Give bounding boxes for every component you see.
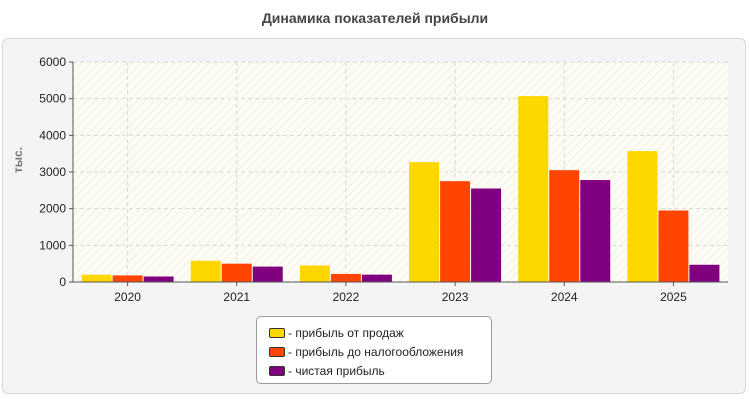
bar-2021-series-2: [252, 266, 283, 282]
bar-2024-series-0: [518, 96, 549, 282]
bar-2023-series-1: [440, 181, 471, 282]
bar-2020-series-2: [143, 276, 174, 282]
x-tick-label: 2022: [333, 290, 360, 304]
bar-2022-series-0: [299, 265, 330, 282]
chart-title: Динамика показателей прибыли: [261, 10, 489, 26]
legend-swatch: [269, 327, 285, 338]
y-tick-label: 4000: [39, 128, 66, 142]
bar-2022-series-1: [330, 273, 361, 282]
bar-2021-series-1: [221, 263, 252, 282]
x-tick-label: 2020: [114, 290, 141, 304]
bar-2025-series-0: [627, 151, 658, 282]
bar-2025-series-2: [689, 264, 720, 282]
y-tick-label: 1000: [39, 238, 66, 252]
plot-area: [73, 62, 728, 282]
x-tick-label: 2024: [551, 290, 578, 304]
bar-2024-series-2: [580, 180, 611, 282]
y-tick-label: 3000: [39, 165, 66, 179]
x-tick-label: 2023: [442, 290, 469, 304]
bar-2021-series-0: [190, 260, 221, 282]
x-tick-label: 2021: [223, 290, 250, 304]
y-tick-label: 6000: [39, 55, 66, 69]
legend-swatch: [269, 346, 285, 357]
bar-2023-series-0: [409, 162, 440, 282]
bar-2024-series-1: [549, 170, 580, 282]
legend-label: - чистая прибыль: [288, 363, 385, 378]
legend-item-net-profit: - чистая прибыль: [269, 361, 491, 380]
x-tick-label: 2025: [660, 290, 687, 304]
y-tick-label: 0: [59, 275, 66, 289]
bar-2020-series-0: [81, 274, 112, 282]
legend-swatch: [269, 365, 285, 376]
y-tick-label: 5000: [39, 92, 66, 106]
bar-2020-series-1: [112, 275, 143, 282]
legend-label: - прибыль от продаж: [288, 325, 404, 340]
legend-item-pretax-profit: - прибыль до налогообложения: [269, 342, 491, 361]
legend-item-sales-profit: - прибыль от продаж: [269, 323, 491, 342]
bar-2022-series-2: [361, 274, 392, 282]
bar-2023-series-2: [471, 188, 502, 282]
legend-label: - прибыль до налогообложения: [288, 344, 464, 359]
y-tick-label: 2000: [39, 202, 66, 216]
chart-legend: - прибыль от продаж - прибыль до налогоо…: [256, 316, 492, 384]
y-axis-label: тыс.: [11, 147, 25, 173]
bar-2025-series-1: [658, 210, 689, 282]
